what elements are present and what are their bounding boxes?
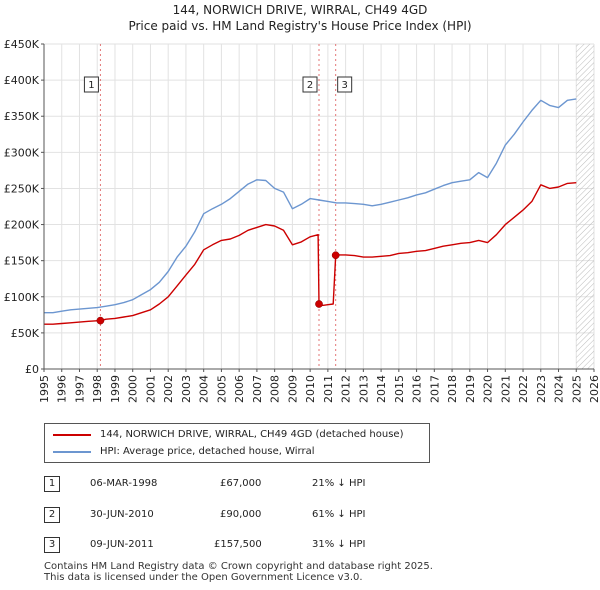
x-tick-label: 2003: [180, 375, 193, 403]
x-tick-label: 2007: [251, 375, 264, 403]
sale-label-text: 1: [88, 80, 94, 91]
x-tick-label: 2005: [215, 375, 228, 403]
y-tick-label: £450K: [4, 38, 40, 51]
sale-label-text: 2: [307, 80, 313, 91]
x-tick-label: 2013: [357, 375, 370, 403]
x-tick-label: 1999: [109, 375, 122, 403]
x-tick-label: 2010: [304, 375, 317, 403]
x-tick-label: 2018: [446, 375, 459, 403]
x-tick-label: 2006: [233, 375, 246, 403]
x-tick-label: 2000: [127, 375, 140, 403]
legend-label-property: 144, NORWICH DRIVE, WIRRAL, CH49 4GD (de…: [100, 429, 404, 440]
x-tick-label: 2020: [482, 375, 495, 403]
sale-price: £67,000: [220, 478, 262, 489]
chart-title: 144, NORWICH DRIVE, WIRRAL, CH49 4GD: [172, 3, 428, 17]
forecast-hatch: [576, 44, 594, 369]
x-tick-label: 2023: [535, 375, 548, 403]
y-tick-label: £100K: [4, 291, 40, 304]
x-tick-label: 2025: [570, 375, 583, 403]
y-tick-label: £200K: [4, 219, 40, 232]
legend-swatch-property: [53, 434, 91, 436]
x-tick-label: 2016: [411, 375, 424, 403]
x-tick-label: 2012: [340, 375, 353, 403]
sale-label-box-frame: [302, 76, 318, 93]
sale-number-badge: 3: [44, 537, 60, 553]
x-tick-label: 1995: [38, 375, 51, 403]
chart-subtitle: Price paid vs. HM Land Registry's House …: [128, 19, 472, 33]
x-tick-label: 2014: [375, 375, 388, 403]
footer-line-2: This data is licensed under the Open Gov…: [44, 572, 363, 583]
x-tick-label: 2015: [393, 375, 406, 403]
sale-label-box-2: 2: [302, 76, 318, 93]
x-tick-label: 1998: [91, 375, 104, 403]
y-tick-label: £350K: [4, 110, 40, 123]
x-tick-label: 2004: [198, 375, 211, 403]
sale-label-box-1: 1: [83, 76, 99, 93]
sale-point-1: [96, 316, 105, 325]
x-tick-label: 2009: [286, 375, 299, 403]
y-tick-label: £150K: [4, 255, 40, 268]
x-tick-label: 2001: [144, 375, 157, 403]
sale-date: 06-MAR-1998: [90, 478, 158, 489]
sale-date: 09-JUN-2011: [90, 539, 154, 550]
sale-hpi-diff: 61% ↓ HPI: [312, 509, 366, 520]
footer: Contains HM Land Registry data © Crown c…: [44, 561, 433, 583]
hpi-series-line: [44, 98, 577, 314]
x-tick-label: 2021: [499, 375, 512, 403]
x-tick-label: 2017: [428, 375, 441, 403]
sale-number-badge: 1: [44, 476, 60, 492]
x-tick-label: 2002: [162, 375, 175, 403]
x-tick-label: 2011: [322, 375, 335, 403]
x-tick-label: 1996: [56, 375, 69, 403]
y-tick-label: £400K: [4, 74, 40, 87]
y-tick-label: £300K: [4, 146, 40, 159]
sale-price: £157,500: [214, 539, 262, 550]
sale-price: £90,000: [220, 509, 262, 520]
table-row: 1 06-MAR-1998 £67,000 21% ↓ HPI: [44, 476, 464, 494]
sale-point-3: [331, 251, 340, 260]
sale-number-badge: 2: [44, 507, 60, 523]
legend-swatch-hpi: [53, 451, 91, 453]
x-tick-label: 2019: [464, 375, 477, 403]
y-tick-label: £0: [25, 363, 39, 376]
sale-date: 30-JUN-2010: [90, 509, 154, 520]
y-tick-label: £250K: [4, 182, 40, 195]
sale-label-box-frame: [337, 76, 353, 93]
table-row: 2 30-JUN-2010 £90,000 61% ↓ HPI: [44, 507, 464, 525]
legend-label-hpi: HPI: Average price, detached house, Wirr…: [100, 446, 315, 457]
sale-hpi-diff: 31% ↓ HPI: [312, 539, 366, 550]
sale-hpi-diff: 21% ↓ HPI: [312, 478, 366, 489]
price-chart: 1 2 3 £0 £50K £100K £150K £200K £250K £300K £350K…: [4, 38, 600, 403]
legend: 144, NORWICH DRIVE, WIRRAL, CH49 4GD (de…: [44, 423, 430, 463]
x-tick-label: 2022: [517, 375, 530, 403]
x-tick-label: 2008: [269, 375, 282, 403]
x-tick-label: 1997: [73, 375, 86, 403]
x-tick-label: 2024: [553, 375, 566, 403]
sale-label-text: 3: [341, 80, 347, 91]
sale-point-2: [315, 300, 323, 308]
sale-label-box-3: 3: [337, 76, 353, 93]
sale-label-box-frame: [83, 76, 99, 93]
y-tick-label: £50K: [11, 327, 40, 340]
x-tick-label: 2026: [588, 375, 600, 403]
table-row: 3 09-JUN-2011 £157,500 31% ↓ HPI: [44, 537, 464, 555]
footer-line-1: Contains HM Land Registry data © Crown c…: [44, 561, 433, 572]
